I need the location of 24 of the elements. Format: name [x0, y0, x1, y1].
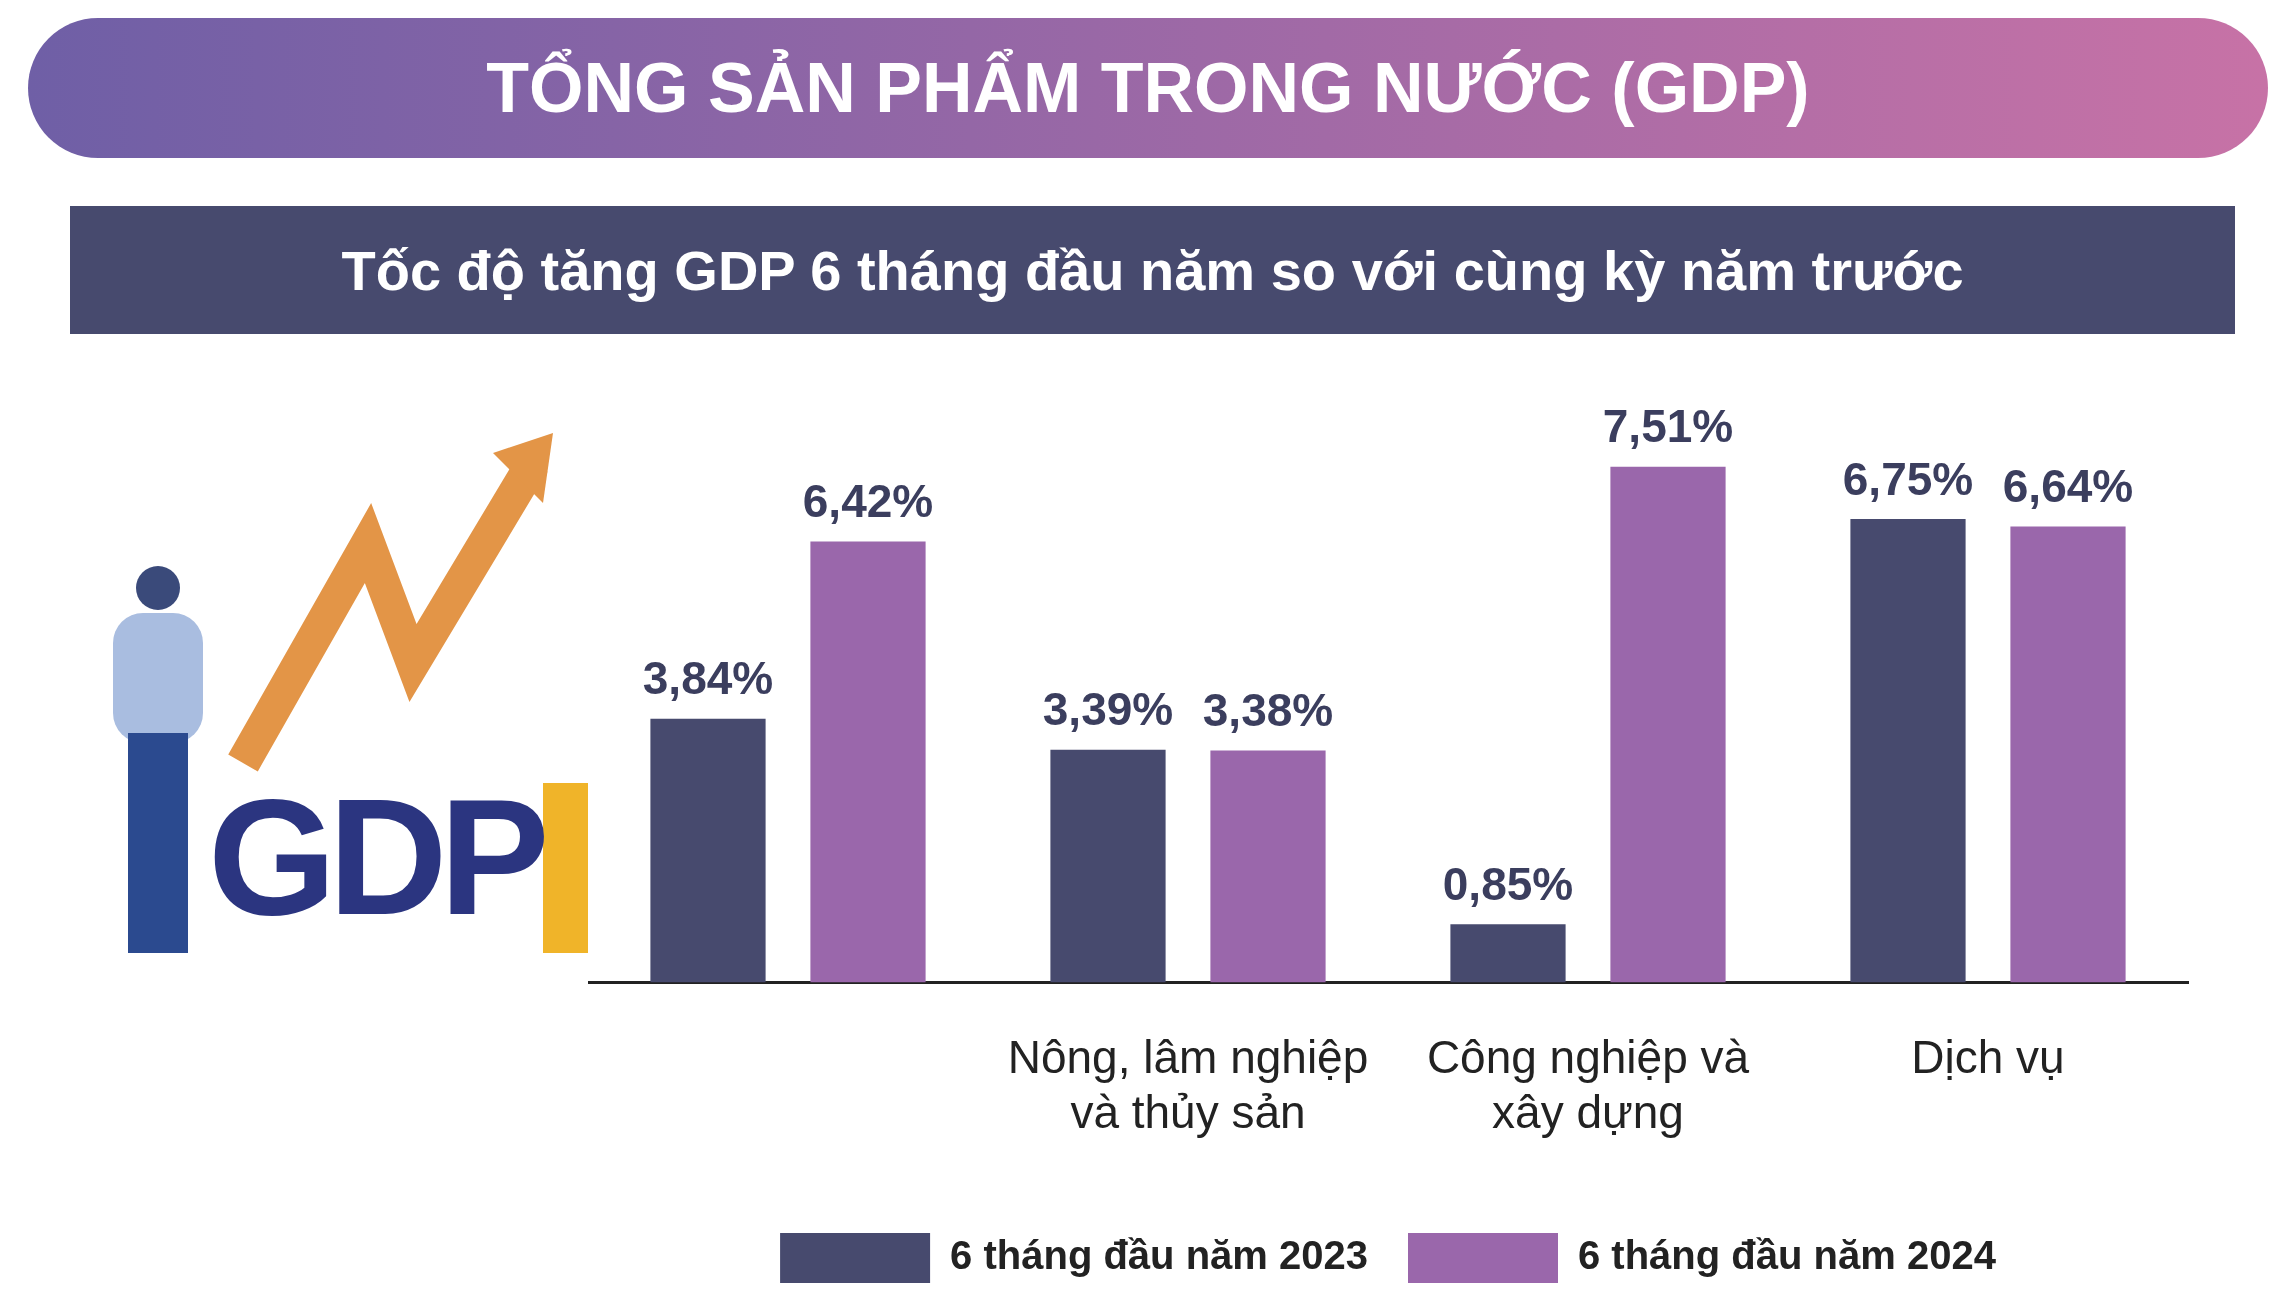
- bar: [2010, 526, 2126, 983]
- chart-title: TỔNG SẢN PHẨM TRONG NƯỚC (GDP): [28, 18, 2268, 158]
- data-label: 3,39%: [1042, 683, 1174, 736]
- businessman-with-coins-picture: GDP: [113, 433, 593, 963]
- chart-subtitle: Tốc độ tăng GDP 6 tháng đầu năm so với cùng kỳ năm trước: [70, 206, 2235, 334]
- bar: [650, 718, 766, 983]
- data-label: 6,42%: [802, 475, 934, 528]
- data-label: 3,38%: [1202, 684, 1334, 737]
- data-label: 6,75%: [1842, 452, 1974, 505]
- bar: [1210, 750, 1326, 983]
- bar: [1450, 924, 1566, 983]
- data-label: 0,85%: [1442, 857, 1574, 910]
- bar: [1610, 466, 1726, 983]
- bar: [810, 541, 926, 983]
- bar: [1850, 518, 1966, 983]
- legend-label: 6 tháng đầu năm 2023: [950, 1233, 1369, 1278]
- bar: [1050, 749, 1166, 983]
- x-tick-label: Dịch vụ: [1911, 1030, 2065, 1083]
- x-tick-label: Công nghiệp và xây dựng: [1426, 1030, 1750, 1139]
- x-tick-label: Nông, lâm nghiệp và thủy sản: [1007, 1030, 1369, 1139]
- data-label: 6,64%: [2002, 460, 2134, 513]
- legend-label: 6 tháng đầu năm 2024: [1578, 1233, 1997, 1278]
- data-label: 3,84%: [642, 652, 774, 705]
- data-label: 7,51%: [1602, 400, 1734, 453]
